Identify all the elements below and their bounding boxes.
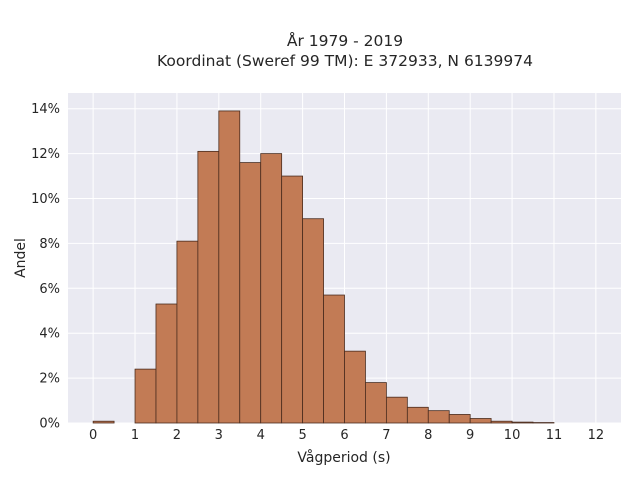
- y-tick-label: 10%: [31, 192, 60, 207]
- chart-title-line-2: Koordinat (Sweref 99 TM): E 372933, N 61…: [157, 52, 533, 70]
- x-tick-label: 12: [588, 428, 605, 443]
- histogram-bar: [281, 175, 304, 424]
- x-tick-label: 11: [546, 428, 563, 443]
- y-tick-label: 14%: [31, 102, 60, 117]
- histogram-bar: [490, 420, 513, 424]
- x-tick-label: 4: [257, 428, 265, 443]
- histogram-bar: [218, 110, 241, 424]
- x-axis-label: Vågperiod (s): [297, 449, 390, 466]
- bars: [92, 110, 555, 424]
- histogram-bar: [260, 153, 283, 424]
- x-tick-label: 1: [131, 428, 139, 443]
- histogram-bar: [448, 414, 471, 424]
- x-tick-label: 7: [382, 428, 390, 443]
- y-tick-label: 12%: [31, 147, 60, 162]
- histogram-bar: [176, 240, 199, 424]
- histogram-bar: [365, 382, 387, 424]
- x-axis-ticks: 0 1 2 3 4 5 6 7 8 9 10 11 12: [89, 428, 604, 443]
- y-tick-label: 6%: [39, 282, 60, 297]
- y-axis-label: Andel: [13, 238, 29, 278]
- histogram-bar: [239, 162, 262, 424]
- chart-title-line-1: År 1979 - 2019: [287, 31, 403, 50]
- y-axis-ticks: 0% 2% 4% 6% 8% 10% 12% 14%: [31, 102, 60, 431]
- x-tick-label: 6: [340, 428, 348, 443]
- histogram-bar: [134, 368, 157, 424]
- x-tick-label: 5: [298, 428, 306, 443]
- x-tick-label: 9: [466, 428, 474, 443]
- x-tick-label: 10: [504, 428, 521, 443]
- histogram-bar: [323, 294, 345, 424]
- histogram-bar: [385, 396, 408, 424]
- histogram-bar: [344, 350, 366, 424]
- x-tick-label: 0: [89, 428, 97, 443]
- histogram-bar: [406, 406, 429, 424]
- histogram-bar: [155, 303, 178, 424]
- histogram-bar: [469, 418, 492, 424]
- histogram-bar: [302, 218, 324, 424]
- histogram-bar: [92, 420, 115, 424]
- x-tick-label: 8: [424, 428, 432, 443]
- y-tick-label: 2%: [39, 372, 60, 387]
- y-tick-label: 8%: [39, 237, 60, 252]
- histogram-bar: [197, 150, 220, 424]
- x-tick-label: 3: [215, 428, 223, 443]
- y-tick-label: 4%: [39, 327, 60, 342]
- histogram-bar: [427, 410, 450, 424]
- y-tick-label: 0%: [39, 417, 60, 432]
- x-tick-label: 2: [173, 428, 181, 443]
- histogram-bar: [511, 421, 534, 424]
